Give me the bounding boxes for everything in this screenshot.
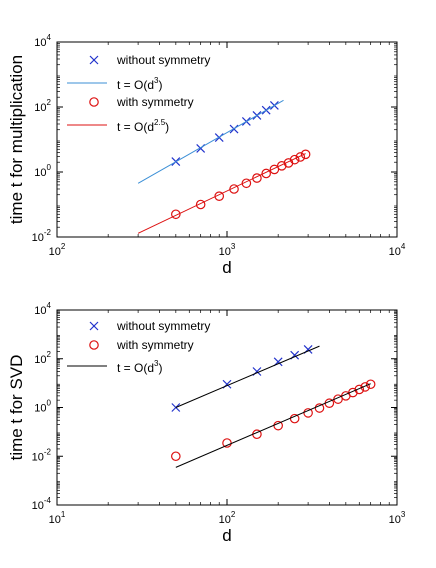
data-point-o <box>314 403 325 413</box>
x-tick-label: 102 <box>219 510 236 526</box>
legend-item: with symmetry <box>89 338 194 352</box>
data-point-o <box>195 199 206 210</box>
plot-area <box>56 309 398 506</box>
x-axis-label: d <box>222 526 231 545</box>
data-point-o <box>171 209 181 220</box>
data-point-o <box>229 184 239 194</box>
data-point-o <box>222 438 232 448</box>
y-tick-label: 100 <box>34 399 51 415</box>
data-point-o <box>303 408 313 418</box>
data-point-o <box>171 451 181 462</box>
legend-item: without symmetry <box>89 319 210 333</box>
legend-marker-x <box>89 321 99 331</box>
legend-label: without symmetry <box>116 319 210 333</box>
x-tick-label: 102 <box>49 242 66 258</box>
data-point-o <box>252 173 262 183</box>
legend: without symmetry with symmetry t = O(d3) <box>67 319 210 375</box>
x-tick-label: 104 <box>389 242 406 258</box>
legend-label: with symmetry <box>116 338 194 352</box>
y-axis-label: time t for SVD <box>7 355 26 461</box>
fit-line <box>175 345 320 408</box>
legend-label: t = O(d2.5) <box>117 118 169 134</box>
y-tick-label: 10-4 <box>32 496 52 512</box>
data-point-o <box>360 382 370 392</box>
data-point-o <box>295 152 306 162</box>
data-point-o <box>365 379 376 390</box>
legend: without symmetry t = O(d3) with symmetry t … <box>67 53 210 134</box>
panel-multiplication: 102 103 104 10-2 100 102 104 d time t for multip… <box>7 33 406 277</box>
legend-label: t = O(d3) <box>117 359 162 375</box>
x-tick-label: 103 <box>389 510 406 526</box>
fit-line <box>137 99 284 184</box>
data-point-o <box>289 154 300 165</box>
x-axis-label: d <box>222 258 231 277</box>
legend-item: t = O(d3) <box>67 76 162 92</box>
plot-area <box>56 41 398 238</box>
y-tick-label: 102 <box>34 350 51 366</box>
legend-label: t = O(d3) <box>117 76 162 92</box>
legend-label: with symmetry <box>116 95 194 109</box>
data-point-o <box>354 384 365 395</box>
legend-marker-o <box>89 340 99 350</box>
fit-line <box>175 383 371 468</box>
legend-item: without symmetry <box>89 53 210 67</box>
x-tick-label: 101 <box>49 510 66 526</box>
y-tick-label: 10-2 <box>32 447 52 463</box>
legend-item: with symmetry <box>89 95 194 109</box>
data-point-o <box>261 168 271 179</box>
legend-marker-x <box>89 55 99 65</box>
y-tick-label: 102 <box>34 98 51 114</box>
data-point-o <box>269 164 280 175</box>
y-tick-label: 100 <box>34 163 51 179</box>
minor-ticks <box>57 310 397 505</box>
y-tick-label: 10-2 <box>32 228 52 244</box>
x-tick-label: 103 <box>219 242 236 258</box>
fit-line <box>137 153 306 234</box>
legend-item: t = O(d3) <box>67 359 162 375</box>
panel-svd: 101 102 103 10-4 10-2 100 102 104 d time t for SV… <box>7 301 406 545</box>
legend-label: without symmetry <box>116 53 210 67</box>
data-point-o <box>300 149 311 160</box>
y-tick-label: 104 <box>34 33 51 49</box>
y-axis-label: time t for multiplication <box>7 55 26 224</box>
legend-item: t = O(d2.5) <box>67 118 169 134</box>
y-tick-label: 104 <box>34 301 51 317</box>
legend-marker-o <box>89 97 99 107</box>
